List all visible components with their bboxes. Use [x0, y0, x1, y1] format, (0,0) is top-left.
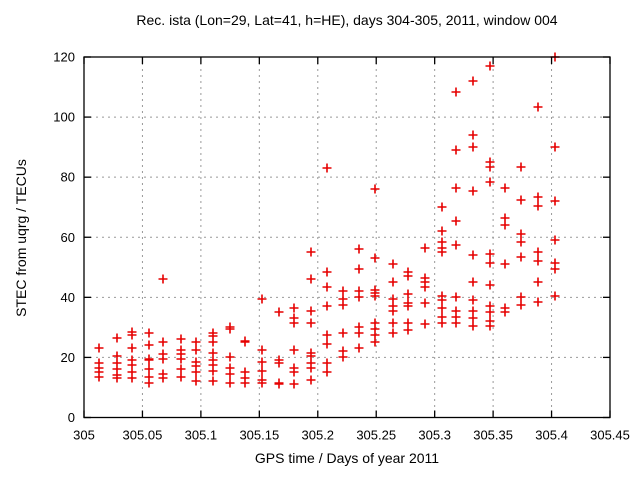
x-tick-label: 305.15 [239, 428, 279, 443]
data-point-markers [94, 52, 560, 389]
y-tick-label: 60 [61, 230, 75, 245]
x-tick-label: 305.2 [302, 428, 335, 443]
x-tick-label: 305.1 [185, 428, 218, 443]
y-tick-label: 20 [61, 350, 75, 365]
x-tick-label: 305 [73, 428, 95, 443]
x-tick-label: 305.45 [590, 428, 630, 443]
tick-labels: 305 305.05 305.1 305.15 305.2 305.25 305.3 305.… [53, 50, 630, 443]
tick-marks [83, 56, 611, 419]
x-tick-label: 305.05 [123, 428, 163, 443]
x-tick-label: 305.25 [356, 428, 396, 443]
x-axis-label: GPS time / Days of year 2011 [254, 450, 440, 466]
y-axis-label: STEC from uqrg / TECUs [13, 159, 29, 317]
x-tick-label: 305.3 [418, 428, 451, 443]
y-tick-label: 100 [53, 110, 75, 125]
x-tick-label: 305.35 [473, 428, 513, 443]
chart-title: Rec. ista (Lon=29, Lat=41, h=HE), days 3… [136, 12, 558, 28]
x-tick-label: 305.4 [535, 428, 568, 443]
y-tick-label: 80 [61, 170, 75, 185]
y-tick-label: 40 [61, 290, 75, 305]
y-tick-label: 120 [53, 50, 75, 65]
y-tick-label: 0 [68, 410, 75, 425]
